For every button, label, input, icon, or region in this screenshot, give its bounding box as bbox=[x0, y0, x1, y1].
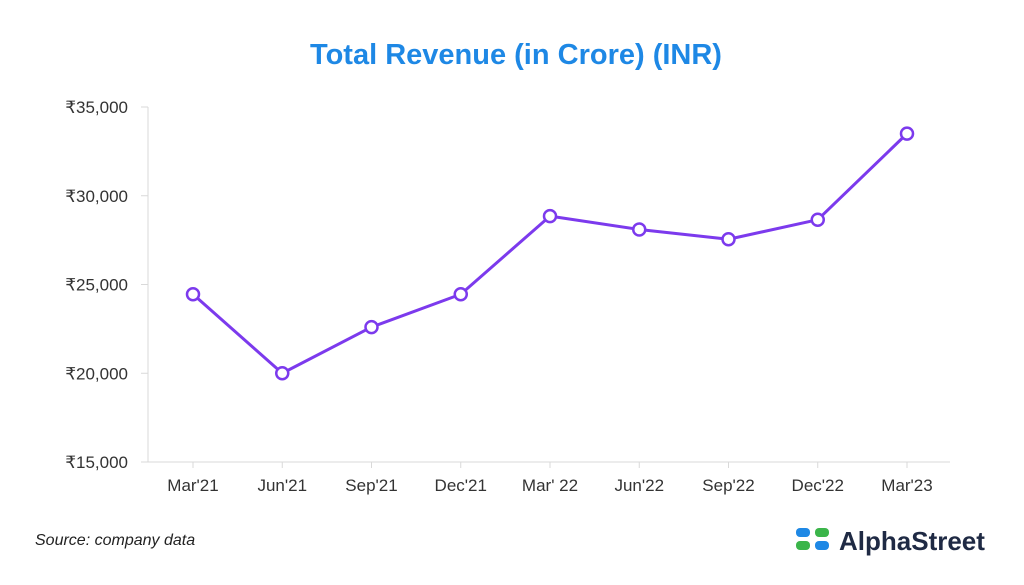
x-tick-label: Sep'21 bbox=[345, 476, 397, 495]
revenue-data-points bbox=[185, 126, 915, 381]
revenue-series-line bbox=[191, 132, 909, 375]
x-tick-label: Mar'21 bbox=[167, 476, 218, 495]
x-axis-ticks: Mar'21 Jun'21 Sep'21 Dec'21 Mar' 22 Jun'22 Sep… bbox=[167, 462, 933, 495]
alphastreet-brand-name: AlphaStreet bbox=[839, 526, 985, 556]
y-tick-label: ₹25,000 bbox=[65, 276, 128, 295]
data-point-dec21 bbox=[453, 287, 468, 302]
data-point-sep21 bbox=[364, 319, 379, 335]
y-tick-label: ₹35,000 bbox=[65, 98, 128, 117]
data-point-mar23 bbox=[899, 126, 915, 141]
x-tick-label: Dec'22 bbox=[792, 476, 844, 495]
data-point-sep22 bbox=[721, 231, 736, 247]
x-tick-label: Jun'21 bbox=[257, 476, 307, 495]
data-point-dec22 bbox=[810, 212, 825, 227]
x-tick-label: Mar' 22 bbox=[522, 476, 578, 495]
y-tick-label: ₹20,000 bbox=[65, 364, 128, 383]
y-axis-ticks: ₹15,000 ₹20,000 ₹25,000 ₹30,000 ₹35,000 bbox=[65, 98, 148, 472]
chart-title: Total Revenue (in Crore) (INR) bbox=[310, 39, 722, 71]
data-point-jun22 bbox=[632, 222, 647, 237]
source-note: Source: company data bbox=[35, 532, 195, 549]
data-point-mar21 bbox=[185, 287, 201, 302]
data-point-mar22 bbox=[542, 208, 558, 224]
x-tick-label: Mar'23 bbox=[881, 476, 932, 495]
y-tick-label: ₹30,000 bbox=[65, 187, 128, 206]
alphastreet-logo-icon bbox=[796, 528, 829, 550]
x-tick-label: Jun'22 bbox=[614, 476, 664, 495]
data-point-jun21 bbox=[275, 366, 290, 381]
alphastreet-logo: AlphaStreet bbox=[796, 526, 985, 556]
x-tick-label: Dec'21 bbox=[435, 476, 487, 495]
y-tick-label: ₹15,000 bbox=[65, 453, 128, 472]
x-tick-label: Sep'22 bbox=[702, 476, 754, 495]
